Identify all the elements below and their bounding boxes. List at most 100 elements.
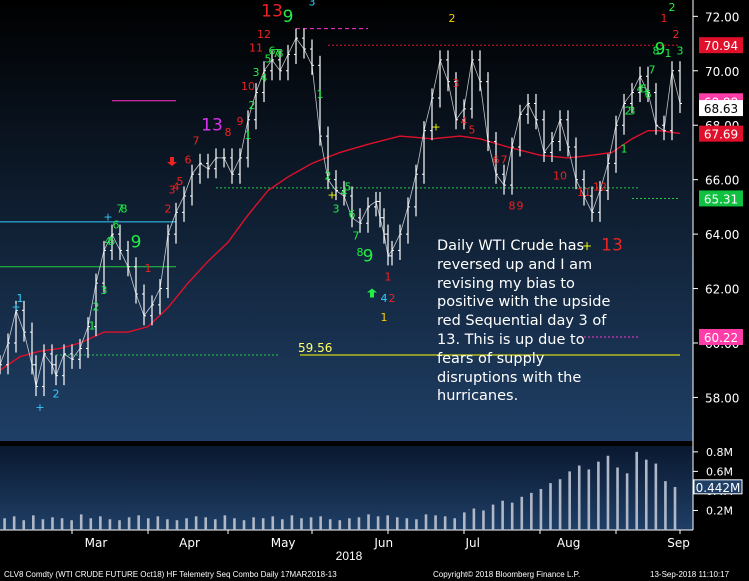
seq-label: 9 bbox=[237, 115, 244, 128]
footer-right: 13-Sep-2018 11:10:17 bbox=[650, 570, 730, 579]
seq-label: 6 bbox=[269, 44, 276, 57]
annotation-text: Daily WTI Crude has reversed up and I am… bbox=[437, 237, 612, 406]
seq-label: 8 bbox=[121, 202, 128, 215]
seq-label: 4 bbox=[105, 235, 112, 248]
seq-label: + bbox=[327, 189, 336, 202]
seq-label: 2 bbox=[53, 387, 60, 400]
y-tick-label: 70.00 bbox=[705, 65, 739, 79]
seq-label: 13 bbox=[601, 235, 623, 255]
seq-label: 2 bbox=[669, 1, 676, 14]
seq-label: 4 bbox=[261, 72, 268, 85]
seq-label: 2 bbox=[625, 104, 632, 117]
volume-bar bbox=[204, 517, 208, 530]
seq-label: 13 bbox=[201, 116, 223, 136]
volume-bar bbox=[108, 519, 112, 530]
seq-label: 8 bbox=[225, 126, 232, 139]
seq-label: 2 bbox=[249, 99, 256, 112]
seq-label: 2 bbox=[325, 170, 332, 183]
seq-label: 1 bbox=[621, 142, 628, 155]
volume-bar bbox=[654, 463, 658, 530]
volume-bar bbox=[127, 517, 131, 530]
price-tag-box bbox=[699, 100, 743, 117]
volume-bar bbox=[271, 516, 275, 530]
footer-mid: Copyright© 2018 Bloomberg Finance L.P. bbox=[433, 570, 580, 579]
ma-line bbox=[0, 129, 681, 371]
volume-tag-box bbox=[693, 479, 743, 495]
volume-bar bbox=[328, 519, 332, 530]
y-tick-label: 72.00 bbox=[705, 10, 739, 24]
seq-label: 11 bbox=[577, 186, 591, 199]
seq-label: 9 bbox=[517, 200, 524, 213]
volume-bar bbox=[568, 471, 571, 530]
seq-label: 1 bbox=[317, 88, 324, 101]
volume-bar bbox=[213, 519, 217, 530]
seq-label: 3 bbox=[677, 0, 684, 3]
volume-bar bbox=[185, 518, 188, 530]
seq-label: 1 bbox=[385, 270, 392, 283]
volume-bar bbox=[549, 483, 552, 530]
volume-axis: 0.8M0.6M0.4M0.2M0.442M bbox=[693, 446, 743, 517]
volume-bar bbox=[635, 451, 639, 530]
volume-bar bbox=[146, 518, 150, 530]
volume-bar bbox=[252, 517, 255, 530]
volume-bar bbox=[386, 515, 389, 530]
seq-label: 5 bbox=[641, 83, 648, 96]
panel-separator bbox=[0, 441, 749, 446]
x-tick-label: May bbox=[271, 536, 296, 550]
seq-label: 2 bbox=[449, 12, 456, 25]
volume-bar bbox=[300, 518, 303, 530]
seq-label: 8 bbox=[653, 44, 660, 57]
y-tick-label: 58.00 bbox=[705, 391, 739, 405]
volume-bar bbox=[453, 518, 457, 530]
seq-label: 10 bbox=[241, 80, 255, 93]
volume-tick-label: 0.2M bbox=[706, 504, 733, 517]
signal-arrows bbox=[167, 157, 377, 298]
price-tag-label: 68.63 bbox=[704, 102, 738, 116]
seq-label: 6 bbox=[645, 88, 652, 101]
volume-bar bbox=[348, 518, 351, 530]
x-tick-label: Sep bbox=[667, 536, 690, 550]
seq-label: 3 bbox=[169, 183, 176, 196]
seq-label: 5 bbox=[345, 181, 352, 194]
volume-bar bbox=[319, 516, 322, 530]
seq-label: 6 bbox=[185, 153, 192, 166]
seq-label: + bbox=[103, 211, 112, 224]
annotation-plus: + bbox=[582, 239, 593, 253]
volume-bar bbox=[242, 520, 246, 530]
seq-label: 4 bbox=[461, 115, 468, 128]
volume-bar bbox=[12, 516, 16, 530]
seq-label: 5 bbox=[469, 123, 476, 136]
seq-label: 4 bbox=[173, 181, 180, 194]
seq-label: 10 bbox=[553, 170, 567, 183]
seq-label: 1 bbox=[665, 47, 672, 60]
seq-label: 2 bbox=[165, 202, 172, 215]
time-axis: Mar Apr May Jun Jul Aug Sep bbox=[71, 530, 690, 550]
seq-label: 6 bbox=[349, 208, 356, 221]
seq-label: 2 bbox=[93, 300, 100, 313]
level-lines: 59.56 bbox=[0, 28, 680, 356]
moving-average bbox=[0, 129, 681, 371]
price-tag-label: 65.31 bbox=[704, 192, 738, 206]
seq-label: 7 bbox=[501, 153, 508, 166]
volume-bar bbox=[367, 514, 370, 530]
seq-label: + bbox=[35, 401, 44, 414]
seq-label: 6 bbox=[493, 153, 500, 166]
seq-label: 9 bbox=[363, 246, 374, 266]
y-tick-label: 66.00 bbox=[705, 174, 739, 188]
seq-label: 13 bbox=[261, 1, 283, 21]
seq-label: 12 bbox=[593, 181, 607, 194]
seq-label: 7 bbox=[117, 202, 124, 215]
volume-bar bbox=[376, 516, 380, 530]
volume-bar bbox=[606, 455, 610, 530]
seq-label: 2 bbox=[673, 28, 680, 41]
volume-bar bbox=[118, 520, 121, 530]
seq-label: 7 bbox=[193, 134, 200, 147]
y-tick-label: 64.00 bbox=[705, 228, 739, 242]
price-tag-box bbox=[699, 125, 743, 142]
volume-bar bbox=[3, 518, 6, 530]
seq-label: 3 bbox=[253, 66, 260, 79]
price-panel-background bbox=[0, 0, 693, 441]
seq-label: 1 bbox=[381, 311, 388, 324]
volume-bar bbox=[166, 519, 169, 530]
